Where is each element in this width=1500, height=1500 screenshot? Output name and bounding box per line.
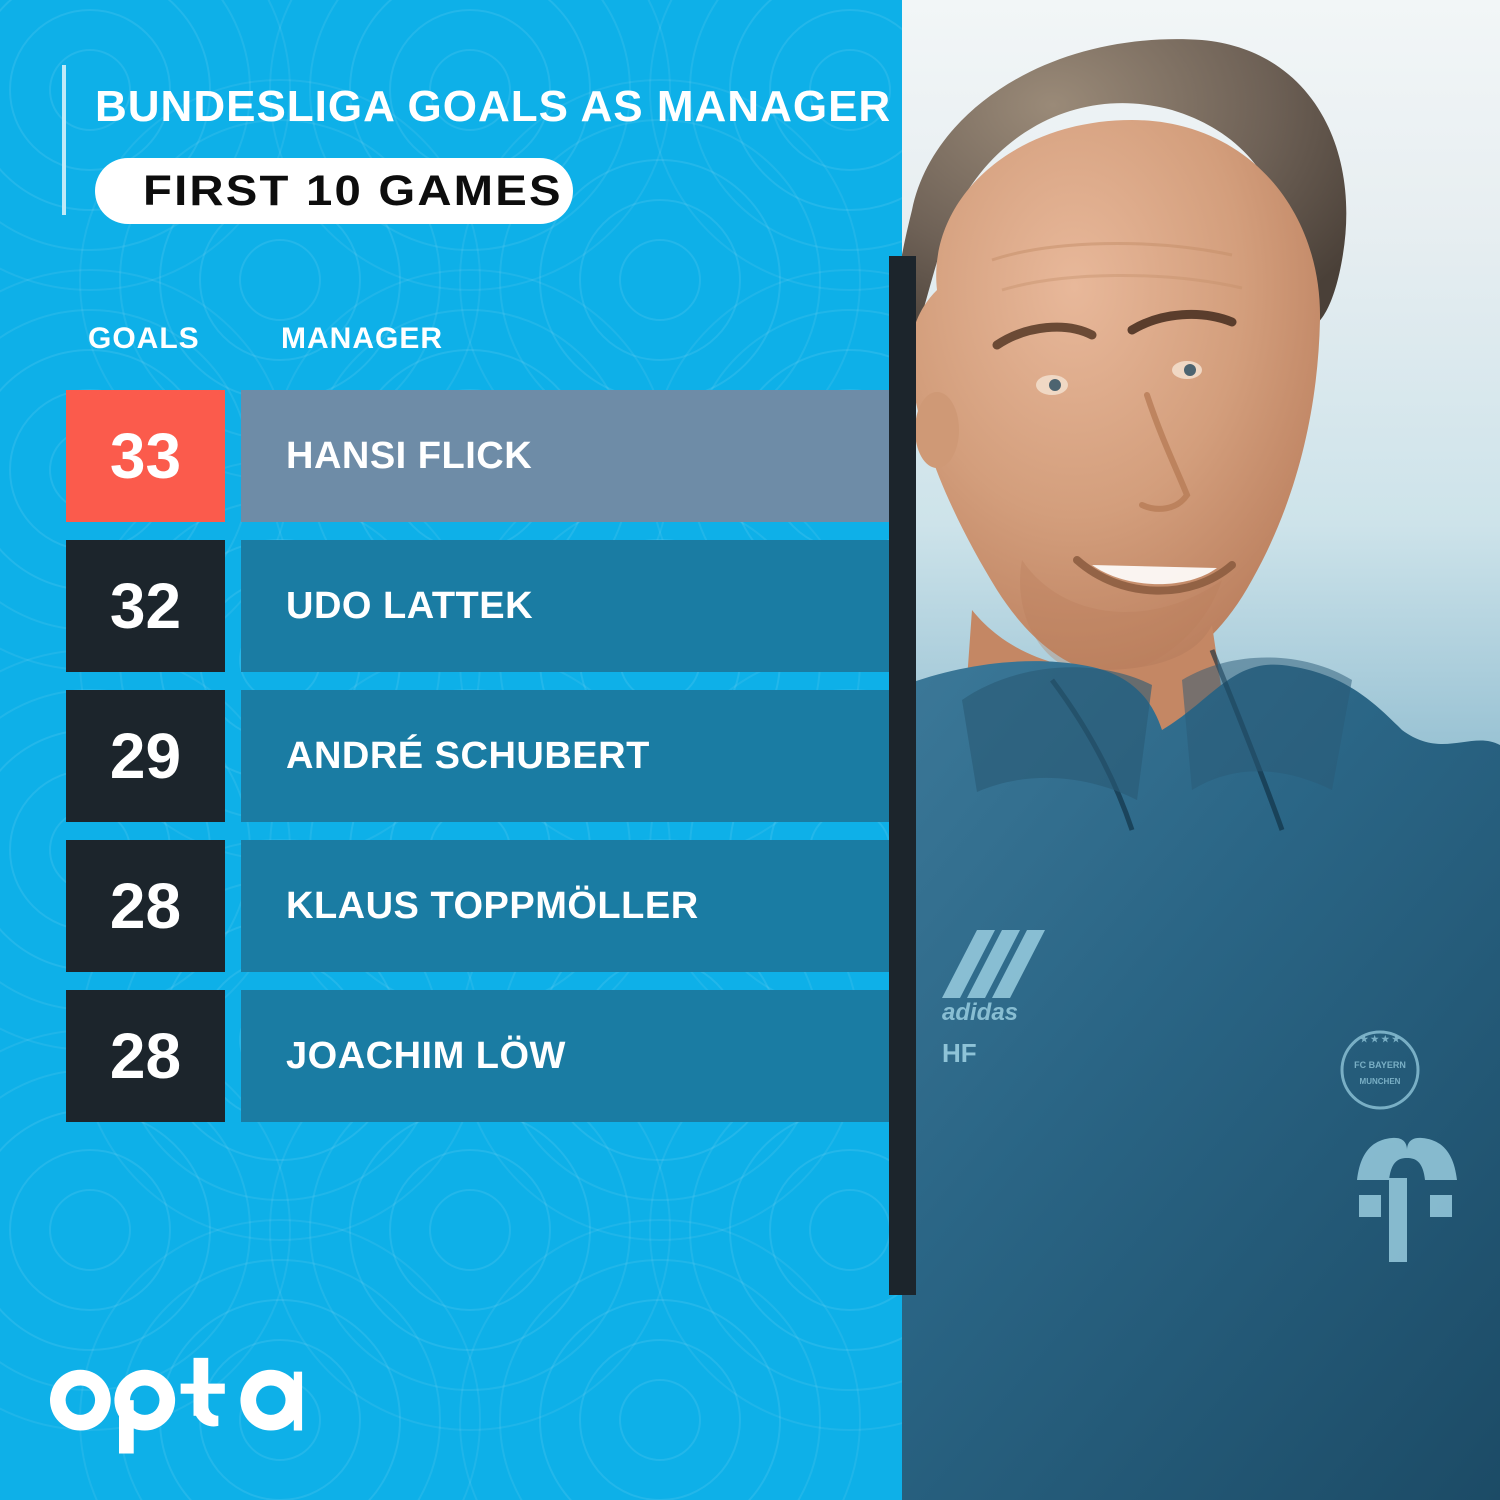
- svg-text:★ ★ ★ ★: ★ ★ ★ ★: [1360, 1034, 1401, 1044]
- svg-text:adidas: adidas: [942, 999, 1018, 1026]
- svg-text:MUNCHEN: MUNCHEN: [1360, 1077, 1401, 1086]
- svg-text:FC BAYERN: FC BAYERN: [1354, 1060, 1406, 1070]
- svg-text:HF: HF: [942, 1038, 977, 1068]
